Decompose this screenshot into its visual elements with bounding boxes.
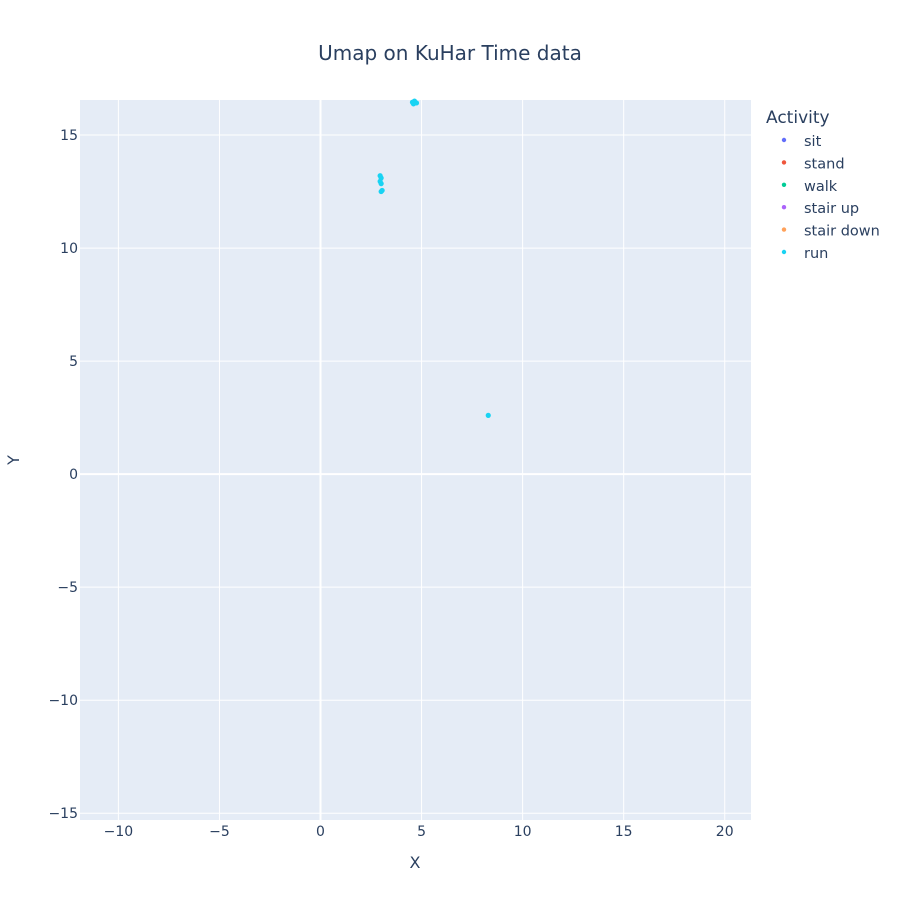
plot-area <box>80 100 751 820</box>
y-tick-label: 10 <box>60 241 78 257</box>
data-point-run <box>378 181 384 187</box>
legend-marker <box>781 205 787 210</box>
y-tick-label: −10 <box>48 693 78 709</box>
y-tick-label: −5 <box>57 580 78 596</box>
legend-item-run[interactable]: run <box>804 246 828 262</box>
legend-marker <box>781 160 787 165</box>
legend-item-sit[interactable]: sit <box>804 134 822 150</box>
legend: Activity sit stand walk stair up stair down r… <box>766 108 880 262</box>
legend-item-stand[interactable]: stand <box>804 156 845 172</box>
legend-item-walk[interactable]: walk <box>804 179 838 195</box>
legend-item-stair-up[interactable]: stair up <box>804 201 859 217</box>
x-tick-label: 15 <box>615 824 633 840</box>
legend-marker <box>781 137 787 143</box>
x-tick-label: −5 <box>209 824 230 840</box>
data-point-run <box>378 188 384 195</box>
x-tick-label: 5 <box>417 824 426 840</box>
grid-lines <box>80 100 751 820</box>
y-tick-label: 15 <box>60 128 78 144</box>
legend-title: Activity <box>766 108 830 128</box>
legend-marker <box>781 249 787 255</box>
data-point-run <box>485 412 491 418</box>
y-axis-ticks: −15 −10 −5 0 5 10 15 <box>48 128 78 822</box>
legend-marker <box>781 227 787 232</box>
scatter-points <box>377 98 491 418</box>
legend-item-stair-down[interactable]: stair down <box>804 224 880 240</box>
chart-title: Umap on KuHar Time data <box>318 41 582 65</box>
y-axis-title: Y <box>4 455 23 466</box>
x-axis-title: X <box>410 853 421 872</box>
y-tick-label: 0 <box>69 467 78 483</box>
x-tick-label: 0 <box>316 824 325 840</box>
data-point-run <box>410 101 417 107</box>
x-tick-label: 20 <box>716 824 734 840</box>
y-tick-label: 5 <box>69 354 78 370</box>
legend-marker <box>781 182 787 187</box>
x-tick-label: −10 <box>104 824 134 840</box>
y-tick-label: −15 <box>48 806 78 822</box>
x-axis-ticks: −10 −5 0 5 10 15 20 <box>104 824 734 840</box>
x-tick-label: 10 <box>514 824 532 840</box>
